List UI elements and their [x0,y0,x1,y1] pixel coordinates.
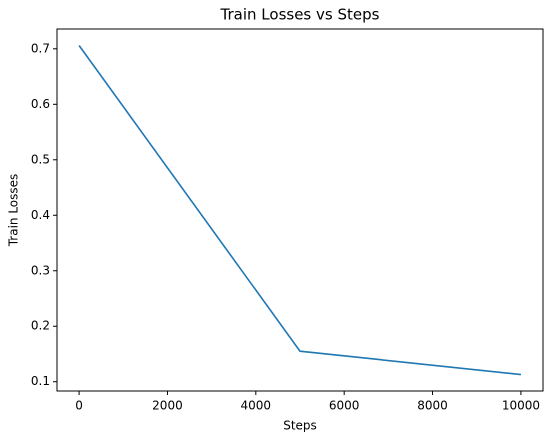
x-axis-label: Steps [283,419,317,433]
x-tick-label: 6000 [329,399,360,413]
y-tick-label: 0.3 [31,263,50,277]
y-axis-label: Train Losses [7,174,21,248]
y-tick-label: 0.1 [31,374,50,388]
plot-frame [56,28,544,392]
y-tick-label: 0.7 [31,41,50,55]
y-tick-label: 0.5 [31,152,50,166]
x-tick-label: 0 [75,399,83,413]
y-tick-label: 0.6 [31,97,50,111]
y-tick-label: 0.4 [31,208,50,222]
y-tick-label: 0.2 [31,319,50,333]
x-tick-label: 2000 [152,399,183,413]
x-tick-label: 8000 [417,399,448,413]
line [78,45,521,376]
x-tick-label: 10000 [502,399,540,413]
x-tick-label: 4000 [241,399,272,413]
chart-title: Train Losses vs Steps [220,6,380,24]
